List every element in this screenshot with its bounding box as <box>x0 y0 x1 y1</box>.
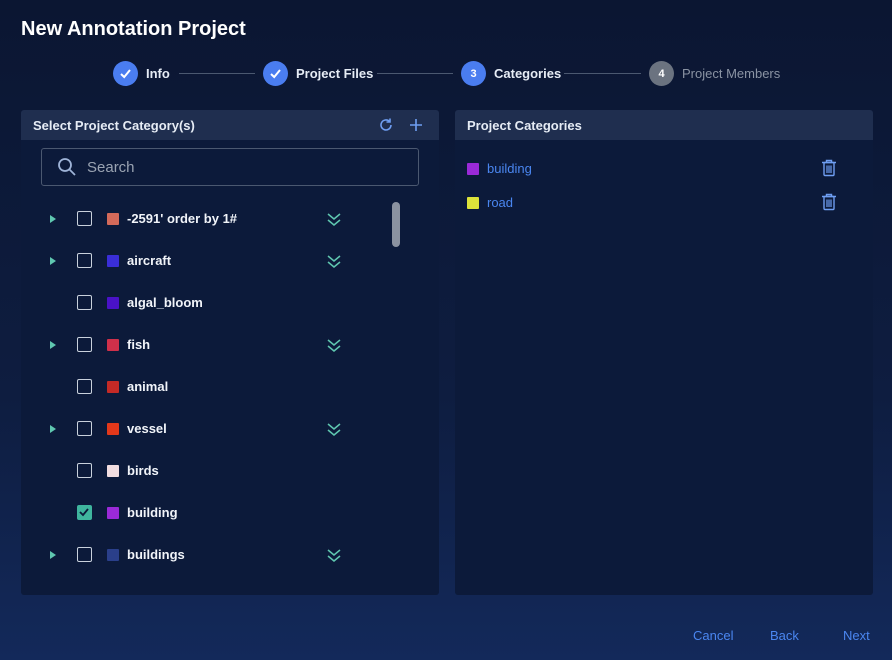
category-row[interactable]: birds <box>21 450 439 492</box>
step-label: Project Files <box>296 66 374 81</box>
panel-header: Project Categories <box>455 110 873 140</box>
step-label: Project Members <box>682 66 781 81</box>
category-label: birds <box>127 463 159 478</box>
category-row[interactable]: vessel <box>21 408 439 450</box>
search-input[interactable] <box>87 158 387 176</box>
caret-right-icon[interactable] <box>50 341 56 349</box>
category-picker-panel: Select Project Category(s) -2591' order … <box>21 110 439 595</box>
selected-category-row: road <box>455 186 873 220</box>
selected-category-list: building road <box>455 152 873 220</box>
search-field <box>41 148 419 186</box>
stepper: Info Project Files 3 Categories 4 Projec… <box>113 61 813 86</box>
step-number: 4 <box>649 61 674 86</box>
category-checkbox[interactable] <box>77 379 92 394</box>
category-row[interactable]: buildings <box>21 534 439 576</box>
category-label: algal_bloom <box>127 295 203 310</box>
category-checkbox[interactable] <box>77 337 92 352</box>
refresh-icon[interactable] <box>377 116 395 134</box>
category-row[interactable]: fish <box>21 324 439 366</box>
category-row[interactable]: aircraft <box>21 240 439 282</box>
next-button[interactable]: Next <box>843 628 870 643</box>
panel-title: Select Project Category(s) <box>33 117 195 133</box>
caret-right-icon[interactable] <box>50 551 56 559</box>
category-label: vessel <box>127 421 167 436</box>
project-categories-panel: Project Categories building road <box>455 110 873 595</box>
color-swatch <box>107 381 119 393</box>
step-connector <box>179 73 255 74</box>
check-icon <box>113 61 138 86</box>
category-row[interactable]: -2591' order by 1# <box>21 198 439 240</box>
step-connector <box>377 73 453 74</box>
step-categories[interactable]: 3 Categories <box>461 61 561 86</box>
category-label: building <box>127 505 178 520</box>
step-project-members[interactable]: 4 Project Members <box>649 61 780 86</box>
category-row[interactable]: animal <box>21 366 439 408</box>
category-checkbox[interactable] <box>77 421 92 436</box>
back-button[interactable]: Back <box>770 628 799 643</box>
step-label: Info <box>146 66 170 81</box>
step-info[interactable]: Info <box>113 61 170 86</box>
category-checkbox[interactable] <box>77 295 92 310</box>
color-swatch <box>467 163 479 175</box>
category-row[interactable]: building <box>21 492 439 534</box>
double-chevron-down-icon[interactable] <box>327 254 341 270</box>
category-row[interactable]: algal_bloom <box>21 282 439 324</box>
color-swatch <box>107 549 119 561</box>
color-swatch <box>107 213 119 225</box>
step-project-files[interactable]: Project Files <box>263 61 373 86</box>
search-icon <box>58 158 76 176</box>
trash-icon[interactable] <box>821 159 837 177</box>
dialog-title: New Annotation Project <box>21 18 246 40</box>
category-checkbox[interactable] <box>77 463 92 478</box>
color-swatch <box>107 423 119 435</box>
category-checkbox[interactable] <box>77 547 92 562</box>
category-label: fish <box>127 337 151 352</box>
plus-icon[interactable] <box>407 116 425 134</box>
panel-header: Select Project Category(s) <box>21 110 439 140</box>
double-chevron-down-icon[interactable] <box>327 338 341 354</box>
caret-right-icon[interactable] <box>50 215 56 223</box>
step-label: Categories <box>494 66 562 81</box>
cancel-button[interactable]: Cancel <box>693 628 734 643</box>
category-checkbox[interactable] <box>77 505 92 520</box>
caret-right-icon[interactable] <box>50 257 56 265</box>
caret-right-icon[interactable] <box>50 425 56 433</box>
double-chevron-down-icon[interactable] <box>327 422 341 438</box>
selected-category-label[interactable]: building <box>487 161 532 176</box>
trash-icon[interactable] <box>821 193 837 211</box>
color-swatch <box>107 339 119 351</box>
double-chevron-down-icon[interactable] <box>327 548 341 564</box>
panel-title: Project Categories <box>467 117 582 133</box>
category-label: -2591' order by 1# <box>127 211 238 226</box>
category-label: buildings <box>127 547 185 562</box>
step-number: 3 <box>461 61 486 86</box>
color-swatch <box>107 297 119 309</box>
color-swatch <box>107 255 119 267</box>
scrollbar-thumb[interactable] <box>392 202 400 247</box>
check-icon <box>79 508 89 517</box>
category-checkbox[interactable] <box>77 253 92 268</box>
double-chevron-down-icon[interactable] <box>327 212 341 228</box>
color-swatch <box>107 507 119 519</box>
color-swatch <box>467 197 479 209</box>
category-checkbox[interactable] <box>77 211 92 226</box>
selected-category-row: building <box>455 152 873 186</box>
color-swatch <box>107 465 119 477</box>
category-label: animal <box>127 379 169 394</box>
check-icon <box>263 61 288 86</box>
step-connector <box>564 73 641 74</box>
selected-category-label[interactable]: road <box>487 195 514 210</box>
category-label: aircraft <box>127 253 172 268</box>
